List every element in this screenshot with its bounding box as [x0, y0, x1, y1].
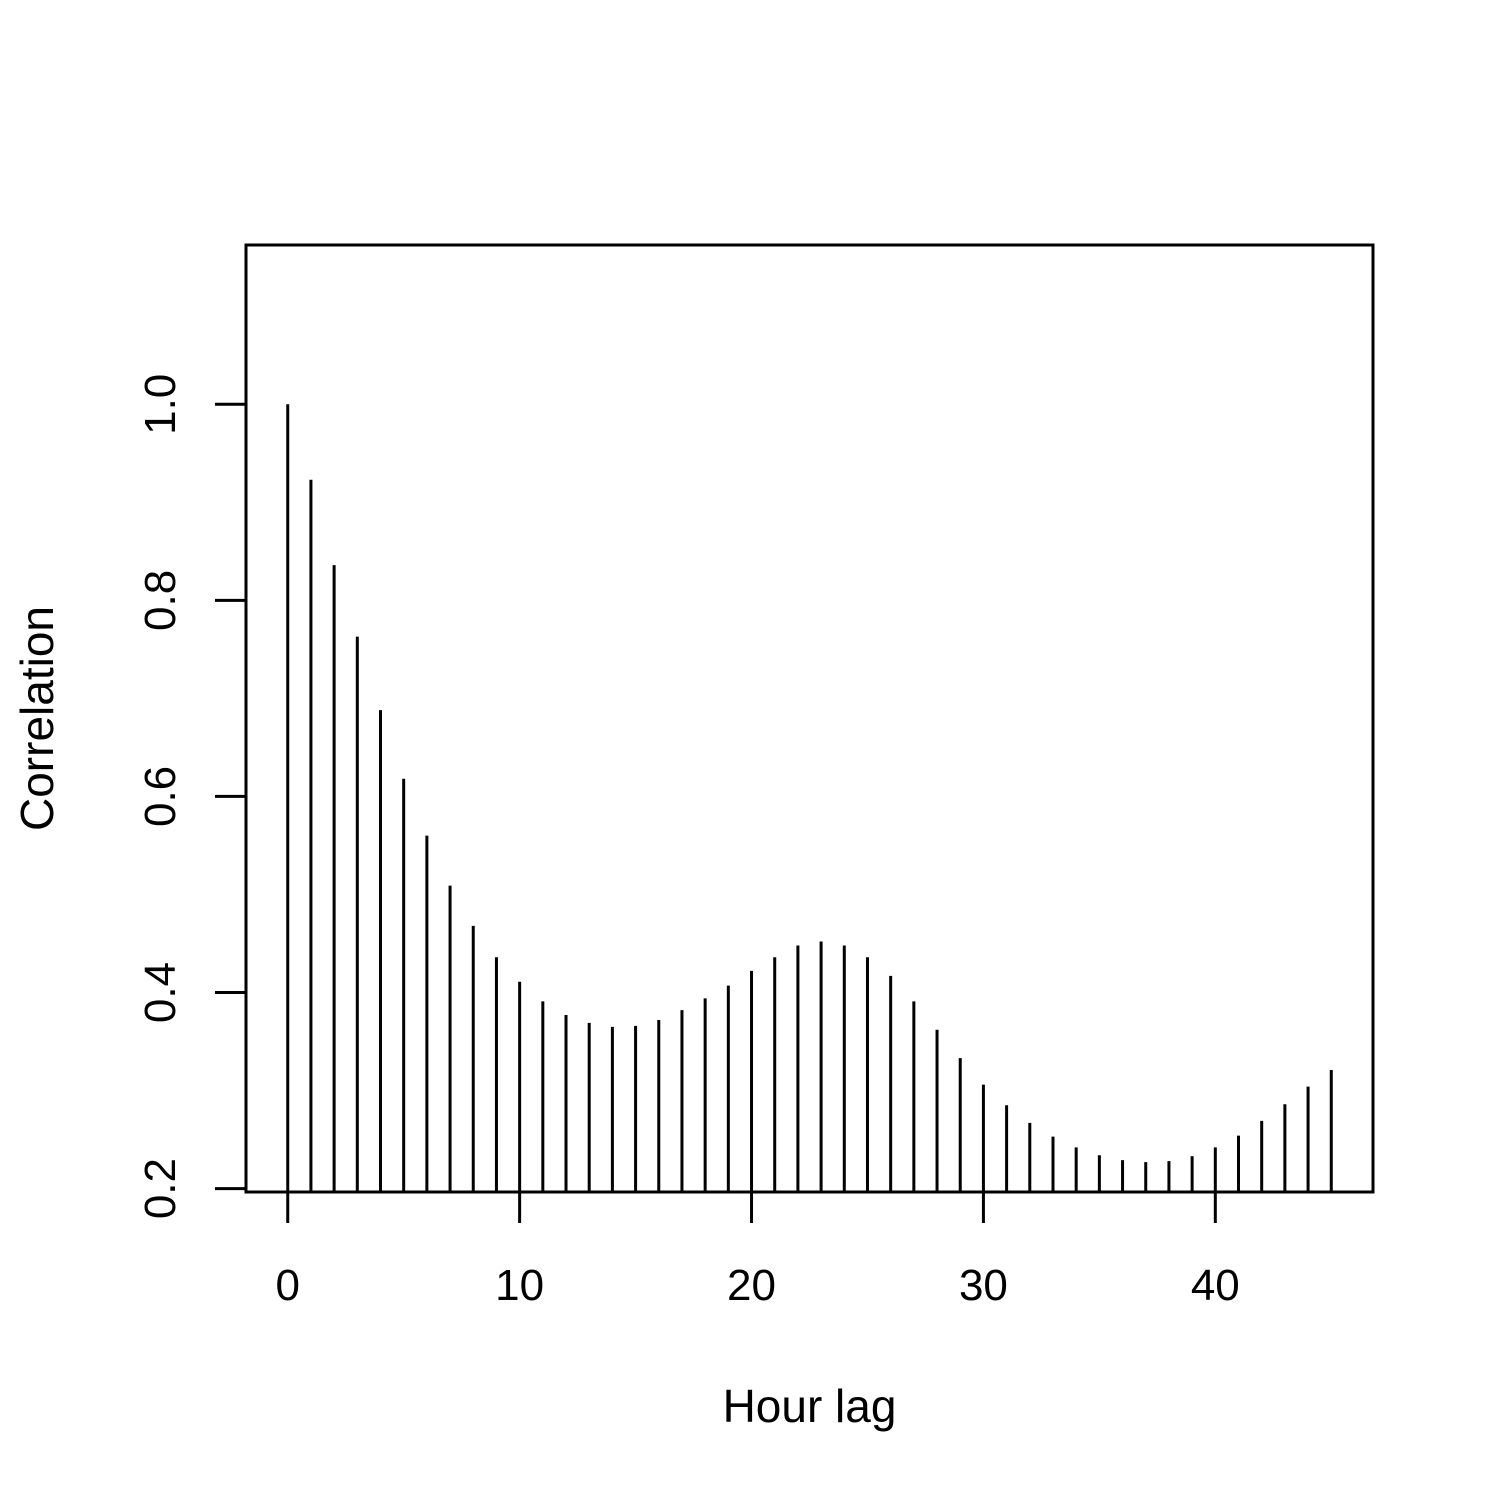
y-tick-label: 1.0: [136, 374, 185, 435]
y-tick-label: 0.6: [136, 766, 185, 827]
x-tick-label: 10: [495, 1261, 544, 1310]
x-tick-label: 40: [1191, 1261, 1240, 1310]
y-axis: 0.2 0.4 0.6 0.8 1.0: [136, 374, 246, 1219]
x-tick-label: 30: [959, 1261, 1008, 1310]
x-axis-label: Hour lag: [723, 1380, 897, 1432]
y-tick-label: 0.4: [136, 962, 185, 1023]
y-tick-label: 0.8: [136, 570, 185, 631]
plot-frame: [244, 243, 1375, 1194]
bars: [286, 404, 1333, 1192]
x-axis: 0 10 20 30 40: [275, 1192, 1240, 1310]
x-tick-label: 0: [275, 1261, 299, 1310]
y-tick-label: 0.2: [136, 1158, 185, 1219]
x-tick-label: 20: [727, 1261, 776, 1310]
y-axis-label: Correlation: [11, 606, 63, 831]
